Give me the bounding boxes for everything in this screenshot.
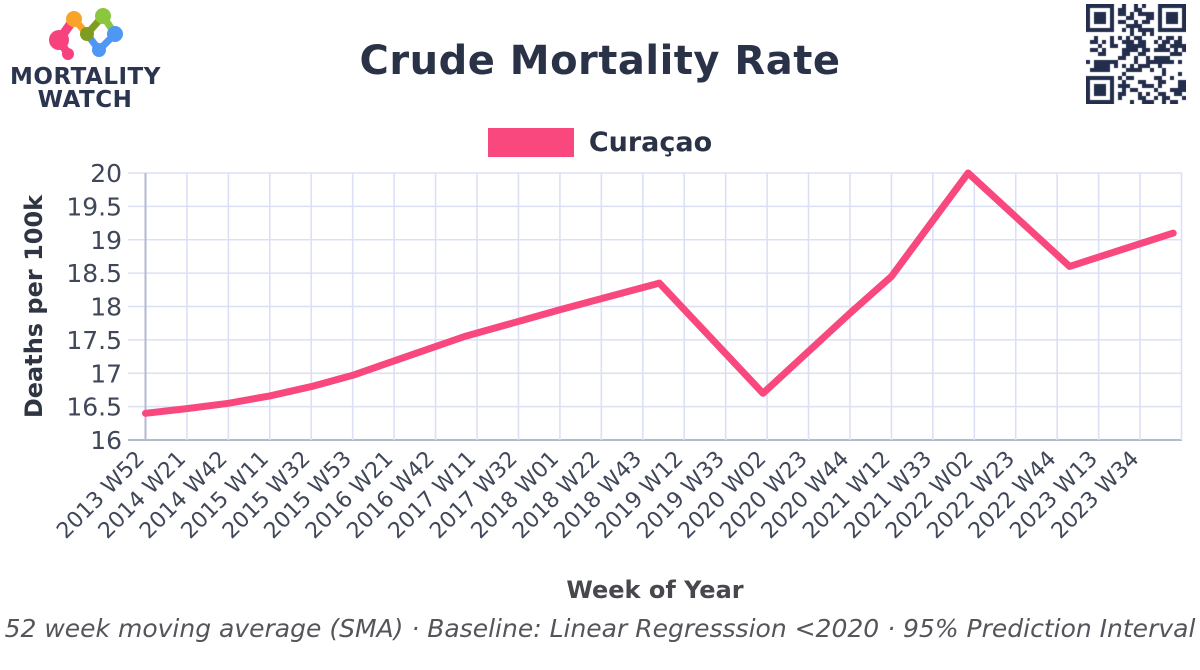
series-line-curacao	[142, 169, 1177, 417]
legend-swatch-curacao	[487, 128, 574, 157]
y-tick-label: 20	[90, 159, 122, 188]
y-tick-label: 17.5	[66, 326, 122, 355]
logo-text-line2: WATCH	[37, 87, 133, 114]
methodology-note: 52 week moving average (SMA) · Baseline:…	[4, 614, 1196, 643]
y-axis-title: Deaths per 100k	[20, 194, 48, 418]
y-tick-label: 17	[90, 359, 122, 388]
chart-title: Crude Mortality Rate	[359, 38, 841, 84]
y-tick-label: 16.5	[66, 393, 122, 422]
legend: Curaçao	[0, 127, 1200, 158]
legend-label-curacao: Curaçao	[588, 127, 713, 158]
mortality-watch-logo: MORTALITY WATCH	[10, 6, 160, 113]
y-tick-label: 18	[90, 293, 122, 322]
logo-molecule-icon	[49, 8, 123, 60]
y-tick-label: 18.5	[66, 259, 122, 288]
y-tick-label: 16	[90, 426, 122, 455]
x-axis-title: Week of Year	[566, 576, 743, 604]
logo-text-line1: MORTALITY	[10, 64, 161, 90]
y-tick-label: 19	[90, 226, 122, 255]
qr-code	[1086, 4, 1186, 104]
y-tick-label: 19.5	[66, 192, 122, 221]
